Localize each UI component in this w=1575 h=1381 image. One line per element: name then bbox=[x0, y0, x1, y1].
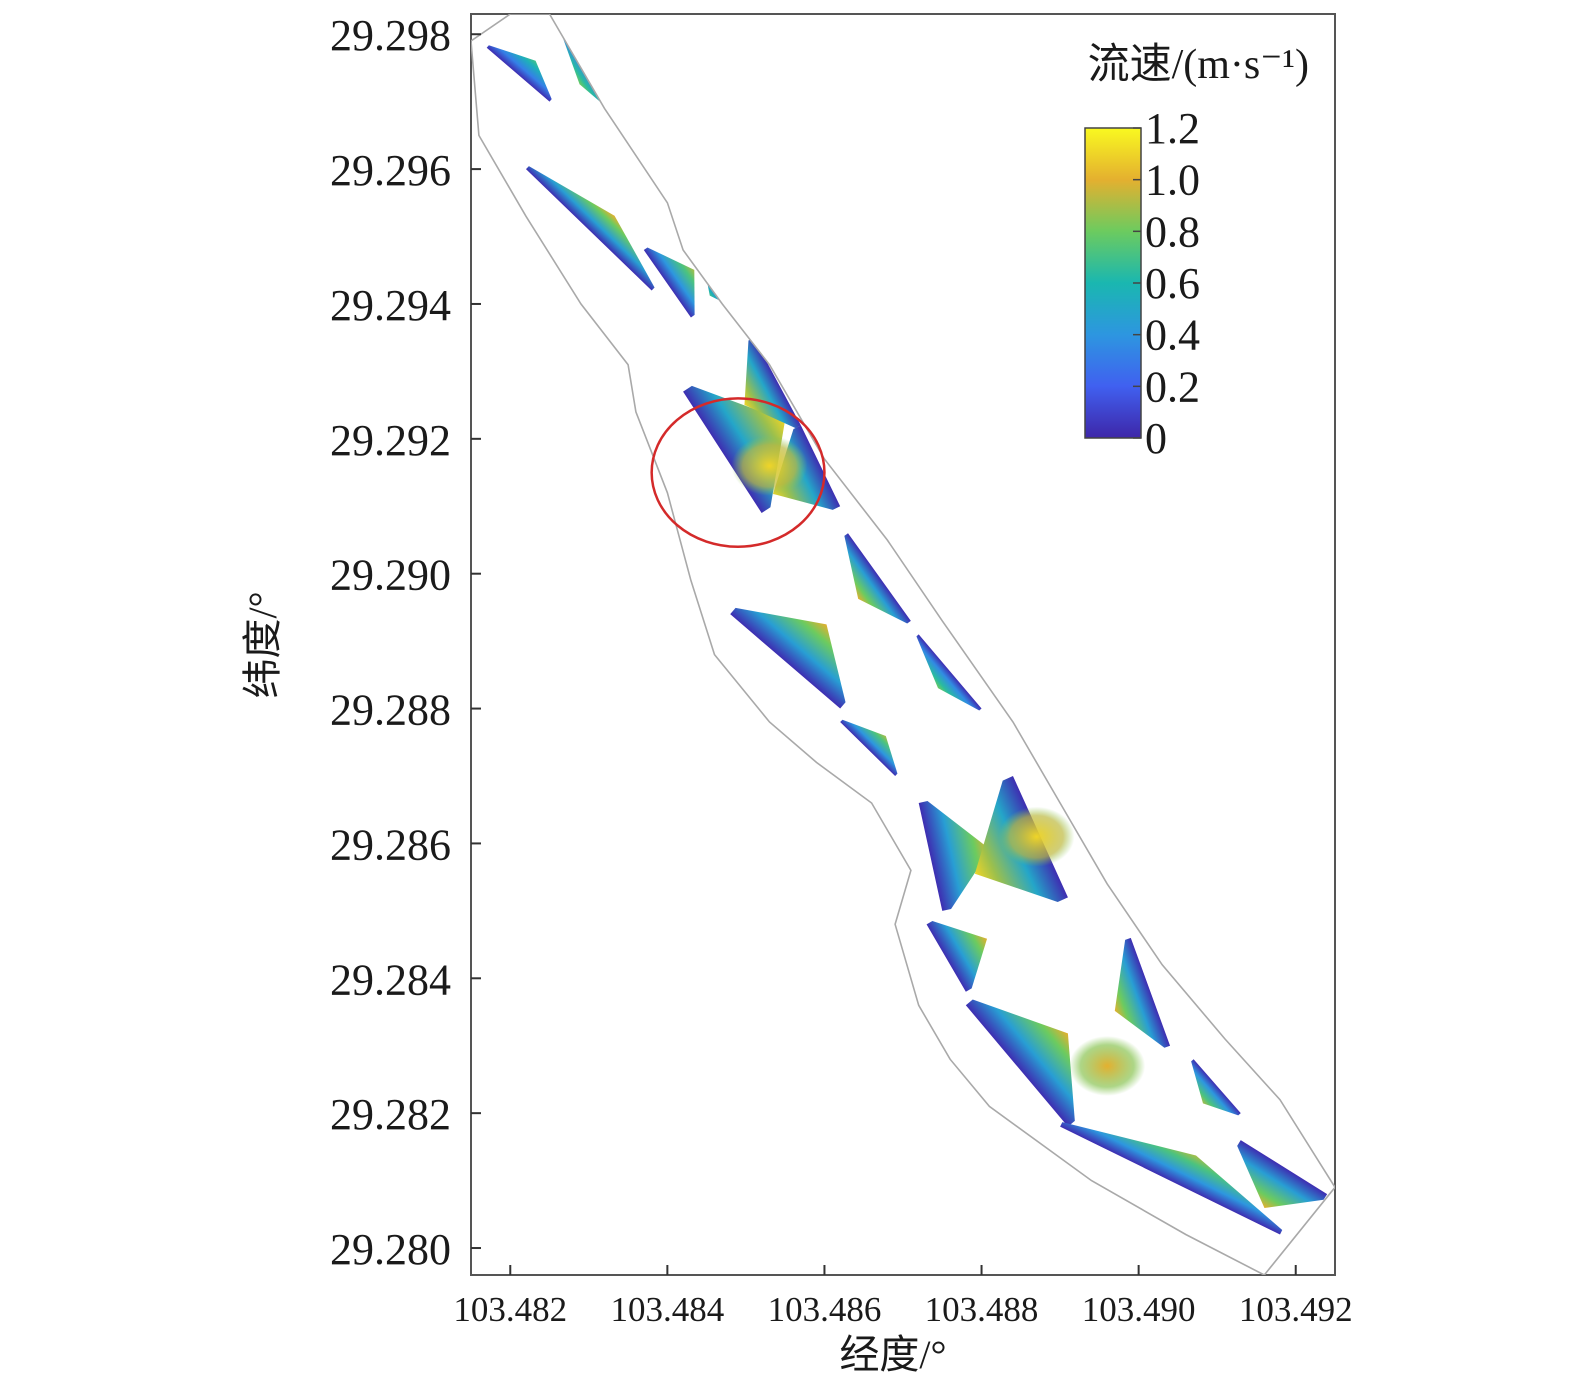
high-velocity-zone-1 bbox=[998, 806, 1075, 867]
left-bank-strip-7 bbox=[926, 920, 988, 992]
y-tick-label: 29.298 bbox=[330, 11, 451, 60]
right-bank-strip-7 bbox=[1114, 937, 1171, 1048]
river-layer bbox=[471, 14, 1335, 1275]
left-bank-strip-1 bbox=[525, 166, 655, 291]
y-tick-label: 29.290 bbox=[330, 551, 451, 600]
high-velocity-zone-2 bbox=[1069, 1035, 1146, 1096]
left-bank-strip-6 bbox=[918, 801, 991, 911]
y-axis-title: 纬度/° bbox=[240, 591, 285, 698]
x-axis: 103.482 103.484 103.486 103.488 103.490 103.4… bbox=[453, 1265, 1353, 1329]
velocity-field bbox=[486, 14, 1328, 1235]
y-tick-label: 29.282 bbox=[330, 1090, 451, 1139]
x-tick-label: 103.486 bbox=[768, 1290, 882, 1329]
high-velocity-zone-0 bbox=[731, 435, 808, 496]
left-bank-strip-9 bbox=[1060, 1122, 1283, 1235]
annotation-layer bbox=[650, 397, 826, 548]
x-tick-label: 103.482 bbox=[453, 1290, 567, 1329]
colorbar-tick-label: 0.4 bbox=[1145, 311, 1200, 360]
left-bank-strip-0 bbox=[486, 45, 552, 102]
x-axis-title: 经度/° bbox=[839, 1332, 946, 1376]
x-tick-label: 103.488 bbox=[925, 1290, 1039, 1329]
y-tick-label: 29.296 bbox=[330, 146, 451, 195]
left-bank-strip-8 bbox=[965, 999, 1075, 1127]
right-bank-strip-2 bbox=[744, 337, 801, 429]
colorbar-tick-label: 0.6 bbox=[1145, 259, 1200, 308]
colorbar-tick-label: 1.0 bbox=[1145, 156, 1200, 205]
y-tick-label: 29.288 bbox=[330, 686, 451, 735]
right-bank-strip-5 bbox=[916, 634, 982, 711]
colorbar bbox=[1084, 127, 1142, 439]
left-bank-strip-5 bbox=[840, 719, 898, 776]
y-tick-label: 29.284 bbox=[330, 955, 451, 1004]
x-tick-label: 103.484 bbox=[610, 1290, 724, 1329]
right-bank-strip-8 bbox=[1191, 1059, 1241, 1116]
left-bank-strip-4 bbox=[730, 607, 846, 709]
x-tick-label: 103.492 bbox=[1239, 1290, 1353, 1329]
y-tick-label: 29.280 bbox=[330, 1225, 451, 1274]
right-bank-strip-1 bbox=[705, 270, 731, 305]
y-tick-label: 29.286 bbox=[330, 820, 451, 869]
y-tick-label: 29.294 bbox=[330, 281, 451, 330]
colorbar-tick-label: 1.2 bbox=[1145, 104, 1200, 153]
left-bank-strip-2 bbox=[643, 247, 695, 318]
plot-frame bbox=[470, 13, 1336, 1276]
x-tick-label: 103.490 bbox=[1082, 1290, 1196, 1329]
right-bank-strip-4 bbox=[844, 533, 911, 624]
right-bank-strip-0 bbox=[554, 14, 629, 124]
right-bank-strip-9 bbox=[1237, 1140, 1328, 1208]
highlight-circle bbox=[650, 397, 826, 548]
colorbar-tick-label: 0 bbox=[1145, 414, 1167, 463]
colorbar-tick-label: 0.8 bbox=[1145, 207, 1200, 256]
y-axis: 29.298 29.296 29.294 29.292 29.290 29.288 29.2… bbox=[330, 11, 481, 1274]
high-velocity-zone-3 bbox=[982, 597, 1059, 658]
channel-outline bbox=[471, 14, 1335, 1275]
y-tick-label: 29.292 bbox=[330, 416, 451, 465]
colorbar-tick-label: 0.2 bbox=[1145, 362, 1200, 411]
colorbar-title: 流速/(m·s⁻¹) bbox=[1088, 42, 1309, 88]
colorbar-ticks: 1.21.00.80.60.40.20 bbox=[1133, 104, 1200, 463]
